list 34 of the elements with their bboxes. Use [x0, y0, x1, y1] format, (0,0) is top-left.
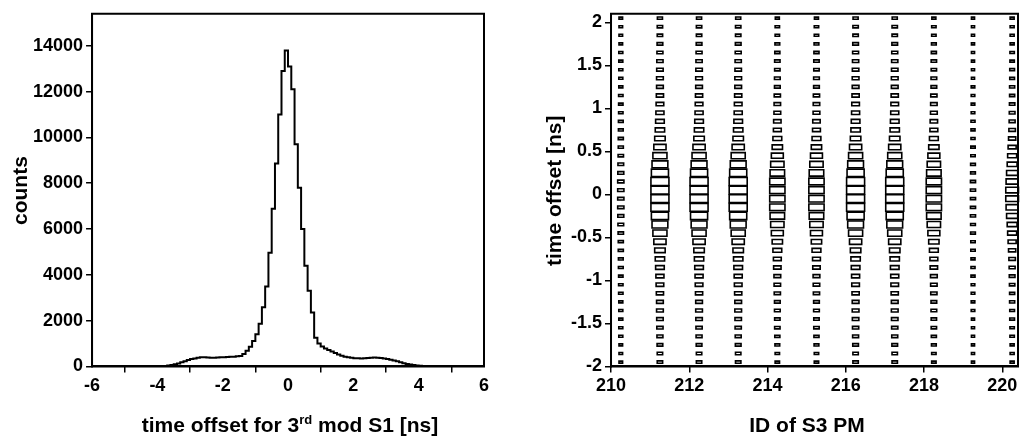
x-axis-title: time offset for 3$^{rd}$ mod S1 [ns]: [140, 412, 440, 437]
x-tick-label: 212: [674, 375, 705, 396]
y-tick-label: 12000: [32, 80, 84, 101]
x-tick-label: -4: [149, 375, 166, 396]
y-tick-label: 6000: [43, 217, 84, 238]
y-tick-label: 0: [73, 355, 84, 376]
y-axis-title: time offset [ns]: [542, 114, 566, 266]
x-tick-label: 214: [752, 375, 783, 396]
y-tick-label: -1.5: [570, 312, 603, 333]
y-tick-label: 0.5: [576, 140, 603, 161]
y-tick-label: -2: [586, 355, 603, 376]
y-tick-label: 1.5: [576, 54, 603, 75]
y-tick-label: 1: [592, 97, 603, 118]
x-axis-title: ID of S3 PM: [748, 413, 866, 437]
x-tick-label: 4: [413, 375, 424, 396]
x-tick-label: 220: [987, 375, 1018, 396]
y-tick-label: -0.5: [570, 226, 603, 247]
y-tick-label: 2000: [43, 309, 84, 330]
x-tick-label: -2: [214, 375, 231, 396]
x-tick-label: 2: [348, 375, 359, 396]
x-tick-label: 210: [595, 375, 627, 396]
x-tick-label: 216: [830, 375, 861, 396]
y-tick-label: 2: [592, 11, 603, 32]
y-tick-label: 0: [592, 183, 603, 204]
x-tick-label: -6: [84, 375, 101, 396]
x-tick-label: 218: [909, 375, 940, 396]
x-tick-label: 6: [478, 375, 490, 396]
x-tick-label: 0: [283, 375, 294, 396]
y-axis-title: counts: [8, 155, 32, 225]
y-tick-label: -1: [586, 269, 603, 290]
y-tick-label: 4000: [43, 263, 84, 284]
y-tick-label: 14000: [32, 34, 84, 55]
y-tick-label: 8000: [43, 172, 84, 193]
y-tick-label: 10000: [32, 126, 84, 147]
